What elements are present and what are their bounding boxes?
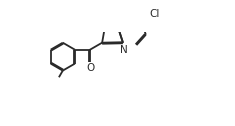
Text: N: N	[120, 45, 127, 55]
Text: Cl: Cl	[149, 9, 160, 19]
Text: O: O	[86, 63, 94, 73]
